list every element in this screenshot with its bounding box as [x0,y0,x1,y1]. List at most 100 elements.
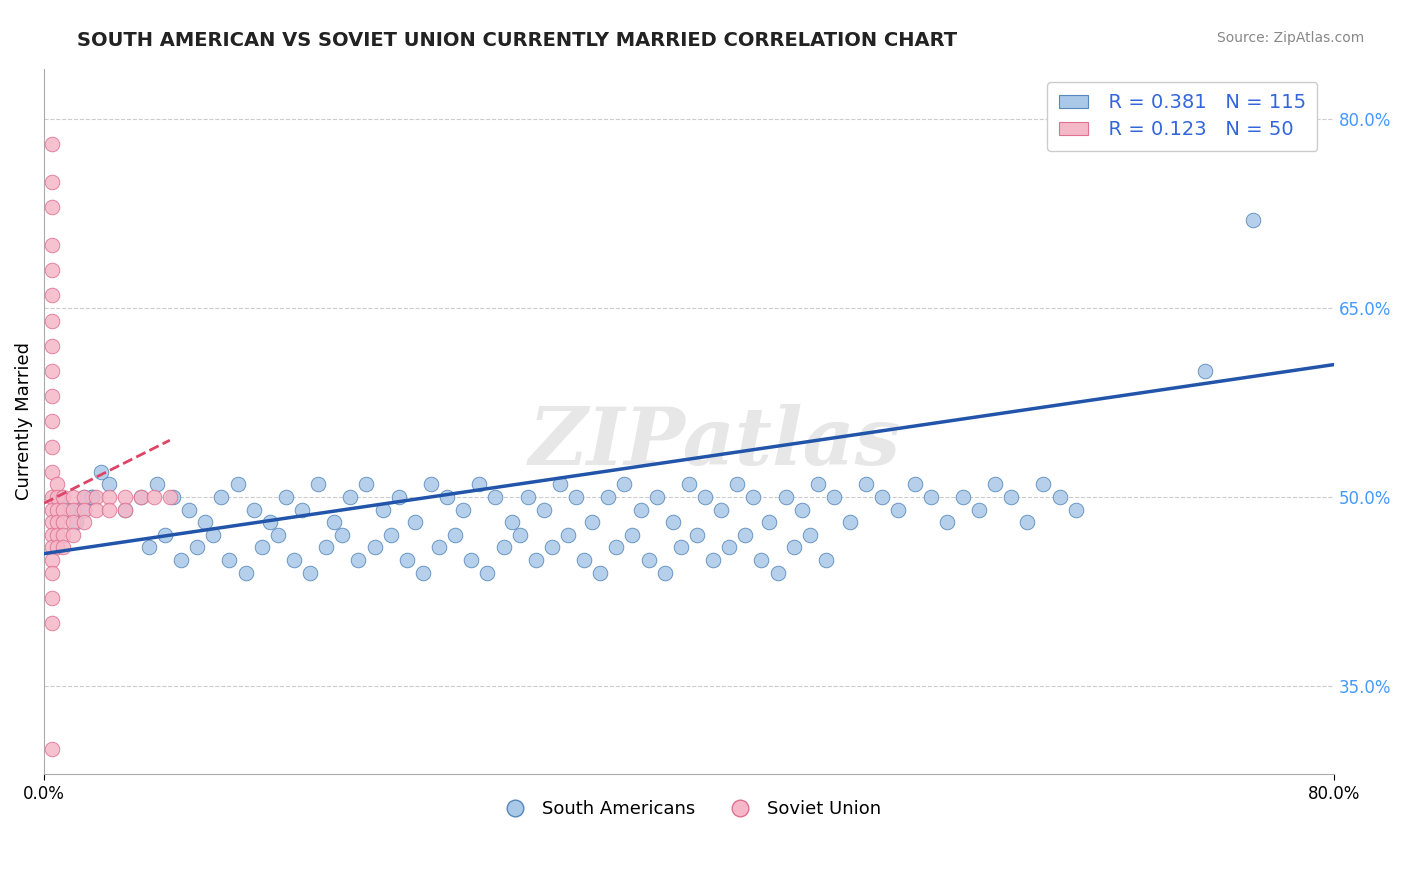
Point [501,515,523,529]
Text: Source: ZipAtlas.com: Source: ZipAtlas.com [1216,31,1364,45]
Point [52,515,75,529]
Point [114,502,136,516]
Point [1241,212,1264,227]
Point [637,553,659,567]
Point [766,566,789,580]
Point [388,490,411,504]
Point [186,541,208,555]
Point [41,175,63,189]
Point [97,490,120,504]
Point [267,527,290,541]
Point [935,515,957,529]
Point [307,477,329,491]
Point [41,137,63,152]
Point [114,490,136,504]
Point [218,553,240,567]
Point [41,238,63,252]
Point [380,527,402,541]
Point [283,553,305,567]
Point [41,515,63,529]
Point [516,490,538,504]
Point [524,553,547,567]
Point [920,490,942,504]
Y-axis label: Currently Married: Currently Married [15,343,32,500]
Point [630,502,652,516]
Point [41,527,63,541]
Point [62,490,84,504]
Point [62,502,84,516]
Point [179,502,201,516]
Point [451,502,474,516]
Point [41,566,63,580]
Point [678,477,700,491]
Point [274,490,297,504]
Point [49,490,72,504]
Point [323,515,346,529]
Point [702,553,724,567]
Point [153,527,176,541]
Point [41,502,63,516]
Point [509,527,531,541]
Point [404,515,426,529]
Point [751,553,773,567]
Point [73,490,96,504]
Point [242,502,264,516]
Legend: South Americans, Soviet Union: South Americans, Soviet Union [489,793,889,825]
Point [73,502,96,516]
Point [758,515,780,529]
Point [41,553,63,567]
Point [46,527,69,541]
Point [1017,515,1039,529]
Point [46,515,69,529]
Text: ZIPatlas: ZIPatlas [529,404,901,482]
Point [73,502,96,516]
Point [299,566,322,580]
Point [62,527,84,541]
Point [41,200,63,214]
Point [347,553,370,567]
Point [782,541,804,555]
Point [52,502,75,516]
Point [799,527,821,541]
Point [492,541,515,555]
Point [598,490,620,504]
Text: SOUTH AMERICAN VS SOVIET UNION CURRENTLY MARRIED CORRELATION CHART: SOUTH AMERICAN VS SOVIET UNION CURRENTLY… [77,31,957,50]
Point [129,490,152,504]
Point [65,515,87,529]
Point [41,615,63,630]
Point [46,477,69,491]
Point [686,527,709,541]
Point [887,502,910,516]
Point [477,566,499,580]
Point [807,477,830,491]
Point [1049,490,1071,504]
Point [97,502,120,516]
Point [250,541,273,555]
Point [541,541,564,555]
Point [52,490,75,504]
Point [330,527,353,541]
Point [742,490,765,504]
Point [162,490,184,504]
Point [654,566,676,580]
Point [41,591,63,605]
Point [226,477,249,491]
Point [734,527,756,541]
Point [41,414,63,428]
Point [984,477,1007,491]
Point [46,490,69,504]
Point [533,502,555,516]
Point [202,527,225,541]
Point [291,502,314,516]
Point [460,553,482,567]
Point [46,541,69,555]
Point [209,490,232,504]
Point [1194,364,1216,378]
Point [159,490,181,504]
Point [41,465,63,479]
Point [84,490,107,504]
Point [363,541,385,555]
Point [589,566,612,580]
Point [58,502,80,516]
Point [52,541,75,555]
